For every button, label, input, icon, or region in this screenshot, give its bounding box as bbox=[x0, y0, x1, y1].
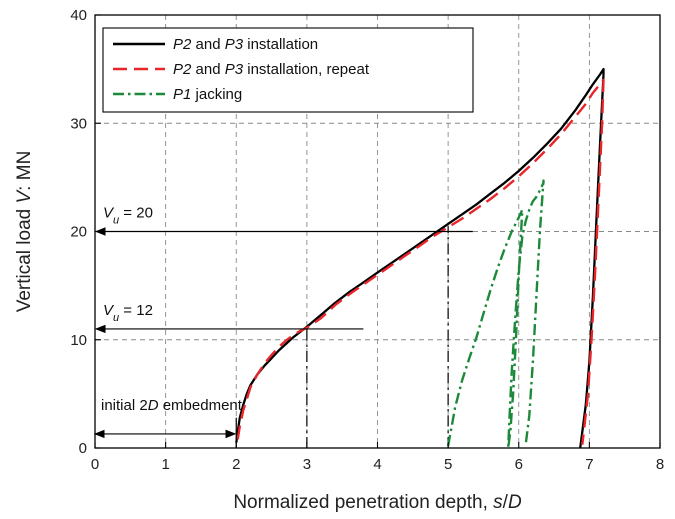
x-axis-title: Normalized penetration depth, s/D bbox=[233, 492, 522, 513]
annotation-label-2: initial 2D embedment bbox=[101, 397, 243, 414]
series-line-2 bbox=[446, 179, 545, 450]
y-axis-title: Vertical load V: MN bbox=[14, 151, 35, 313]
x-tick-label-3: 3 bbox=[303, 456, 311, 473]
x-tick-label-0: 0 bbox=[91, 456, 99, 473]
y-tick-label-4: 40 bbox=[70, 7, 87, 24]
series-group bbox=[235, 67, 605, 450]
axis-ticks: 0 1 2 3 4 5 6 7 8 0 10 20 30 40 bbox=[70, 7, 664, 473]
x-tick-label-5: 5 bbox=[444, 456, 452, 473]
y-tick-label-3: 30 bbox=[70, 115, 87, 132]
x-tick-label-4: 4 bbox=[373, 456, 381, 473]
reference-lines bbox=[306, 226, 449, 448]
series-line-0 bbox=[235, 67, 605, 449]
annotation-label-1: Vu = 12 bbox=[103, 302, 153, 324]
y-tick-label-2: 20 bbox=[70, 224, 87, 241]
y-tick-label-0: 0 bbox=[79, 440, 87, 457]
y-tick-label-1: 10 bbox=[70, 332, 87, 349]
x-tick-label-8: 8 bbox=[656, 456, 664, 473]
annotations: Vu = 20 Vu = 12 initial 2D embedment bbox=[93, 205, 473, 448]
series-line-1 bbox=[236, 78, 605, 445]
x-tick-label-1: 1 bbox=[161, 456, 169, 473]
x-tick-label-6: 6 bbox=[515, 456, 523, 473]
legend-label-0: P2 and P3 installation bbox=[173, 36, 318, 53]
x-tick-label-2: 2 bbox=[232, 456, 240, 473]
legend-label-1: P2 and P3 installation, repeat bbox=[173, 61, 370, 78]
x-tick-label-7: 7 bbox=[585, 456, 593, 473]
legend: P2 and P3 installation P2 and P3 installa… bbox=[102, 27, 474, 113]
annotation-label-0: Vu = 20 bbox=[103, 205, 153, 227]
legend-label-2: P1 jacking bbox=[173, 86, 242, 103]
